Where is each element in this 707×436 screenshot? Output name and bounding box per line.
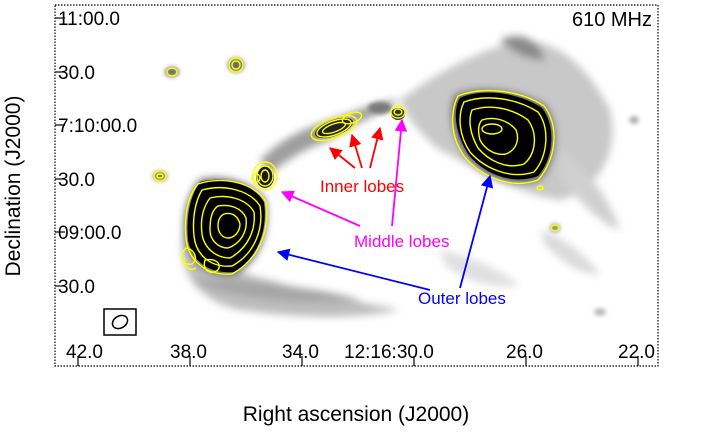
x-tick-label: 34.0 (282, 342, 319, 363)
x-tick-label: 12:16:30.0 (344, 342, 434, 363)
y-tick-label: 30.0 (58, 63, 95, 84)
x-axis-title: Right ascension (J2000) (243, 403, 469, 426)
inner-arrow-1 (329, 147, 356, 169)
outer-arrow-1 (276, 248, 431, 291)
y-axis-title: Declination (J2000) (2, 96, 25, 277)
annotation-arrows (276, 118, 494, 291)
y-tick-label: 09:00.0 (58, 223, 121, 244)
outer-lobes-label: Outer lobes (418, 289, 506, 308)
x-tick-label: 42.0 (66, 342, 103, 363)
plot-frame (54, 4, 659, 367)
x-tick-labels: 42.0 38.0 34.0 12:16:30.0 26.0 22.0 (66, 342, 655, 363)
middle-arrow-2 (391, 118, 408, 227)
y-tick-label: 30.0 (58, 170, 95, 191)
outer-arrow-2 (459, 174, 494, 289)
yellow-contours (153, 57, 560, 275)
tick-marks (55, 17, 639, 366)
inner-arrow-2 (349, 133, 363, 169)
inner-lobes-label: Inner lobes (320, 177, 404, 196)
y-tick-labels: 11:00.0 30.0 7:10:00.0 30.0 09:00.0 30.0 (58, 9, 137, 298)
y-tick-label: 30.0 (58, 277, 95, 298)
frequency-label: 610 MHz (572, 9, 652, 31)
middle-arrow-1 (280, 190, 361, 227)
y-tick-label: 7:10:00.0 (58, 116, 137, 137)
x-tick-label: 38.0 (170, 342, 207, 363)
middle-lobes-label: Middle lobes (354, 232, 449, 251)
y-tick-label: 11:00.0 (58, 9, 120, 30)
inner-arrow-3 (369, 126, 384, 169)
x-tick-label: 22.0 (618, 342, 655, 363)
x-tick-label: 26.0 (506, 342, 543, 363)
beam-marker (103, 308, 137, 336)
